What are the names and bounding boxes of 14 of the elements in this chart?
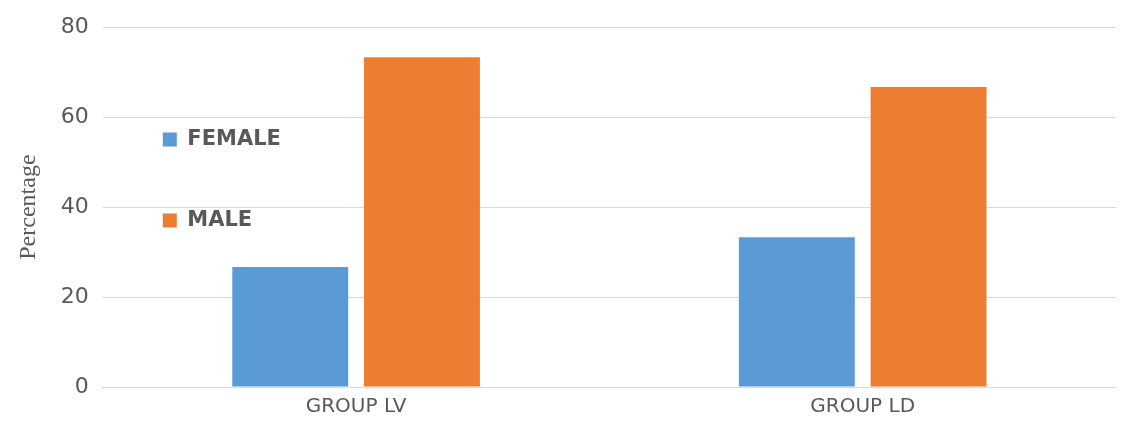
legend-label: MALE <box>187 206 253 231</box>
bar <box>870 87 987 387</box>
bar <box>364 57 480 387</box>
y-tick-label: 60 <box>60 102 89 128</box>
y-axis-title: Percentage <box>13 154 40 260</box>
legend-label: FEMALE <box>187 125 281 150</box>
x-tick-label: GROUP LD <box>810 393 916 418</box>
y-tick-label: 40 <box>60 192 89 218</box>
y-tick-label: 0 <box>74 372 89 398</box>
x-tick-label: GROUP LV <box>305 393 407 418</box>
y-tick-label: 80 <box>60 12 89 38</box>
bar <box>232 266 349 387</box>
y-tick-label: 20 <box>60 282 89 308</box>
bar <box>738 237 855 387</box>
